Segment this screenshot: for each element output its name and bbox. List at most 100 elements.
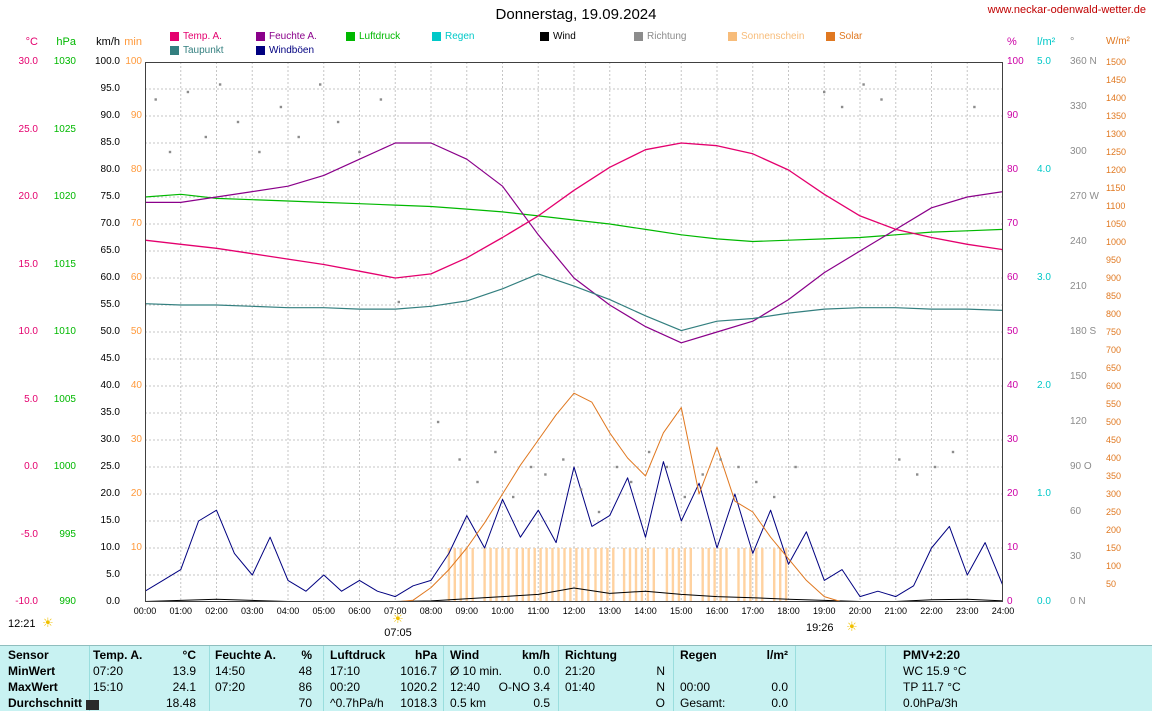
axis-tick-pressure: 1010 bbox=[53, 326, 76, 337]
legend-label-dewpoint: Taupunkt bbox=[183, 45, 224, 56]
axis-tick-direction: 360 N bbox=[1070, 56, 1097, 67]
x-axis-tick: 24:00 bbox=[991, 606, 1015, 616]
table-cell: 0.0hPa/3h bbox=[903, 696, 958, 710]
axis-tick-direction: 0 N bbox=[1070, 596, 1086, 607]
table-cell: 24.1 bbox=[172, 680, 196, 694]
x-axis-tick: 10:00 bbox=[491, 606, 514, 616]
legend-label-rain: Regen bbox=[445, 31, 475, 42]
col-header-pmv: PMV+2:20 bbox=[903, 648, 961, 662]
axis-tick-solar: 1450 bbox=[1106, 75, 1127, 85]
row-label-durchschnitt: Durchschnitt bbox=[8, 696, 83, 710]
day-length-sun-icon: ☀ bbox=[42, 615, 54, 630]
x-axis-tick: 04:00 bbox=[276, 606, 300, 616]
table-separator bbox=[795, 646, 796, 711]
axis-tick-wind: 75.0 bbox=[100, 191, 120, 202]
legend-swatch-gusts-icon bbox=[256, 46, 265, 55]
table-cell: ^0.7hPa/h bbox=[330, 696, 384, 710]
x-axis-tick: 00:00 bbox=[133, 606, 157, 616]
axis-unit-rain: l/m² bbox=[1037, 36, 1056, 48]
axis-tick-humidity: 80 bbox=[1007, 164, 1019, 175]
axis-tick-wind: 30.0 bbox=[100, 434, 120, 445]
table-cell: 0.5 bbox=[533, 696, 550, 710]
table-separator bbox=[885, 646, 886, 711]
axis-tick-solar: 800 bbox=[1106, 309, 1122, 319]
axis-tick-wind: 65.0 bbox=[100, 245, 120, 256]
axis-tick-wind: 60.0 bbox=[100, 272, 120, 283]
axis-tick-solar: 250 bbox=[1106, 507, 1122, 517]
table-col-sensor: Sensor MinWert MaxWert Durchschnitt bbox=[8, 647, 86, 711]
table-separator bbox=[443, 646, 444, 711]
x-axis-tick: 08:00 bbox=[419, 606, 443, 616]
axis-tick-solar: 450 bbox=[1106, 435, 1122, 445]
table-cell: WC 15.9 °C bbox=[903, 664, 967, 678]
table-cell: 13.9 bbox=[172, 664, 196, 678]
axis-tick-rain: 0.0 bbox=[1037, 596, 1051, 607]
axis-unit-wind: km/h bbox=[96, 36, 120, 48]
axis-tick-solar: 500 bbox=[1106, 417, 1122, 427]
table-cell: 48 bbox=[298, 664, 312, 678]
axis-tick-solar: 1150 bbox=[1106, 183, 1126, 193]
axis-tick-humidity: 0 bbox=[1007, 596, 1013, 607]
axis-tick-pressure: 995 bbox=[59, 528, 76, 540]
legend-swatch-wind-icon bbox=[540, 32, 549, 41]
axis-unit-sunshine: min bbox=[124, 36, 142, 48]
axis-tick-wind: 20.0 bbox=[100, 488, 120, 499]
legend-label-sunshine: Sonnenschein bbox=[741, 31, 805, 42]
axis-tick-direction: 120 bbox=[1070, 416, 1087, 427]
axis-tick-wind: 10.0 bbox=[100, 542, 120, 553]
axis-tick-rain: 1.0 bbox=[1037, 488, 1051, 499]
axis-tick-rain: 2.0 bbox=[1037, 380, 1051, 391]
axis-tick-sunshine: 70 bbox=[130, 218, 142, 229]
legend-item-gusts: Windböen bbox=[256, 45, 314, 56]
axis-tick-direction: 210 bbox=[1070, 281, 1087, 292]
x-axis-tick: 20:00 bbox=[848, 606, 872, 616]
x-axis-tick: 12:00 bbox=[562, 606, 586, 616]
legend-item-sunshine: Sonnenschein bbox=[728, 31, 804, 42]
legend-item-humidity: Feuchte A. bbox=[256, 31, 317, 42]
x-axis-tick: 17:00 bbox=[741, 606, 765, 616]
table-cell: O-NO 3.4 bbox=[498, 680, 550, 694]
axis-tick-solar: 1300 bbox=[1106, 129, 1127, 139]
axis-tick-direction: 90 O bbox=[1070, 461, 1092, 472]
x-axis-tick: 06:00 bbox=[348, 606, 371, 616]
axis-tick-temp: 0.0 bbox=[24, 461, 38, 472]
website-link[interactable]: www.neckar-odenwald-wetter.de bbox=[987, 4, 1146, 16]
table-cell: 14:50 bbox=[215, 664, 246, 678]
table-cell: N bbox=[656, 680, 665, 694]
x-axis-tick: 01:00 bbox=[169, 606, 193, 616]
legend-label-gusts: Windböen bbox=[269, 45, 315, 56]
axis-tick-sunshine: 80 bbox=[130, 164, 142, 175]
table-cell: 1020.2 bbox=[400, 680, 437, 694]
table-cell: 1018.3 bbox=[400, 696, 437, 710]
axis-tick-wind: 5.0 bbox=[106, 569, 120, 580]
table-cell: Ø 10 min. bbox=[450, 664, 503, 678]
axis-tick-pressure: 1020 bbox=[53, 191, 76, 202]
axis-tick-solar: 400 bbox=[1106, 453, 1122, 463]
day-length-label: 12:21 bbox=[8, 618, 36, 630]
table-cell: 21:20 bbox=[565, 664, 596, 678]
table-cell: 1016.7 bbox=[400, 664, 437, 678]
axis-tick-direction: 30 bbox=[1070, 551, 1082, 562]
legend-item-dewpoint: Taupunkt bbox=[170, 45, 224, 56]
table-cell: 17:10 bbox=[330, 664, 361, 678]
axis-tick-temp: 10.0 bbox=[18, 326, 38, 337]
axis-tick-sunshine: 10 bbox=[130, 542, 142, 553]
col-header-temp: Temp. A. bbox=[93, 648, 143, 662]
axis-tick-wind: 100.0 bbox=[94, 56, 120, 67]
axis-unit-temp: °C bbox=[25, 36, 38, 48]
axis-tick-pressure: 1015 bbox=[53, 258, 76, 270]
x-axis-tick: 21:00 bbox=[884, 606, 908, 616]
table-col-temp: Temp. A. °C 07:20 13.9 15:10 24.1 18.48 bbox=[93, 647, 196, 711]
axis-tick-wind: 15.0 bbox=[100, 515, 120, 526]
legend-swatch-dewpoint-icon bbox=[170, 46, 179, 55]
page-title: Donnerstag, 19.09.2024 bbox=[495, 6, 657, 23]
col-header-sensor: Sensor bbox=[8, 648, 49, 662]
axis-tick-temp: -5.0 bbox=[20, 528, 38, 540]
table-cell: 15:10 bbox=[93, 680, 124, 694]
axis-tick-humidity: 10 bbox=[1007, 542, 1019, 553]
axis-tick-solar: 850 bbox=[1106, 291, 1122, 301]
axis-tick-wind: 95.0 bbox=[100, 83, 120, 94]
sunset-time-label: 19:26 bbox=[806, 622, 834, 634]
table-separator bbox=[323, 646, 324, 711]
table-cell: 0.0 bbox=[771, 680, 788, 694]
